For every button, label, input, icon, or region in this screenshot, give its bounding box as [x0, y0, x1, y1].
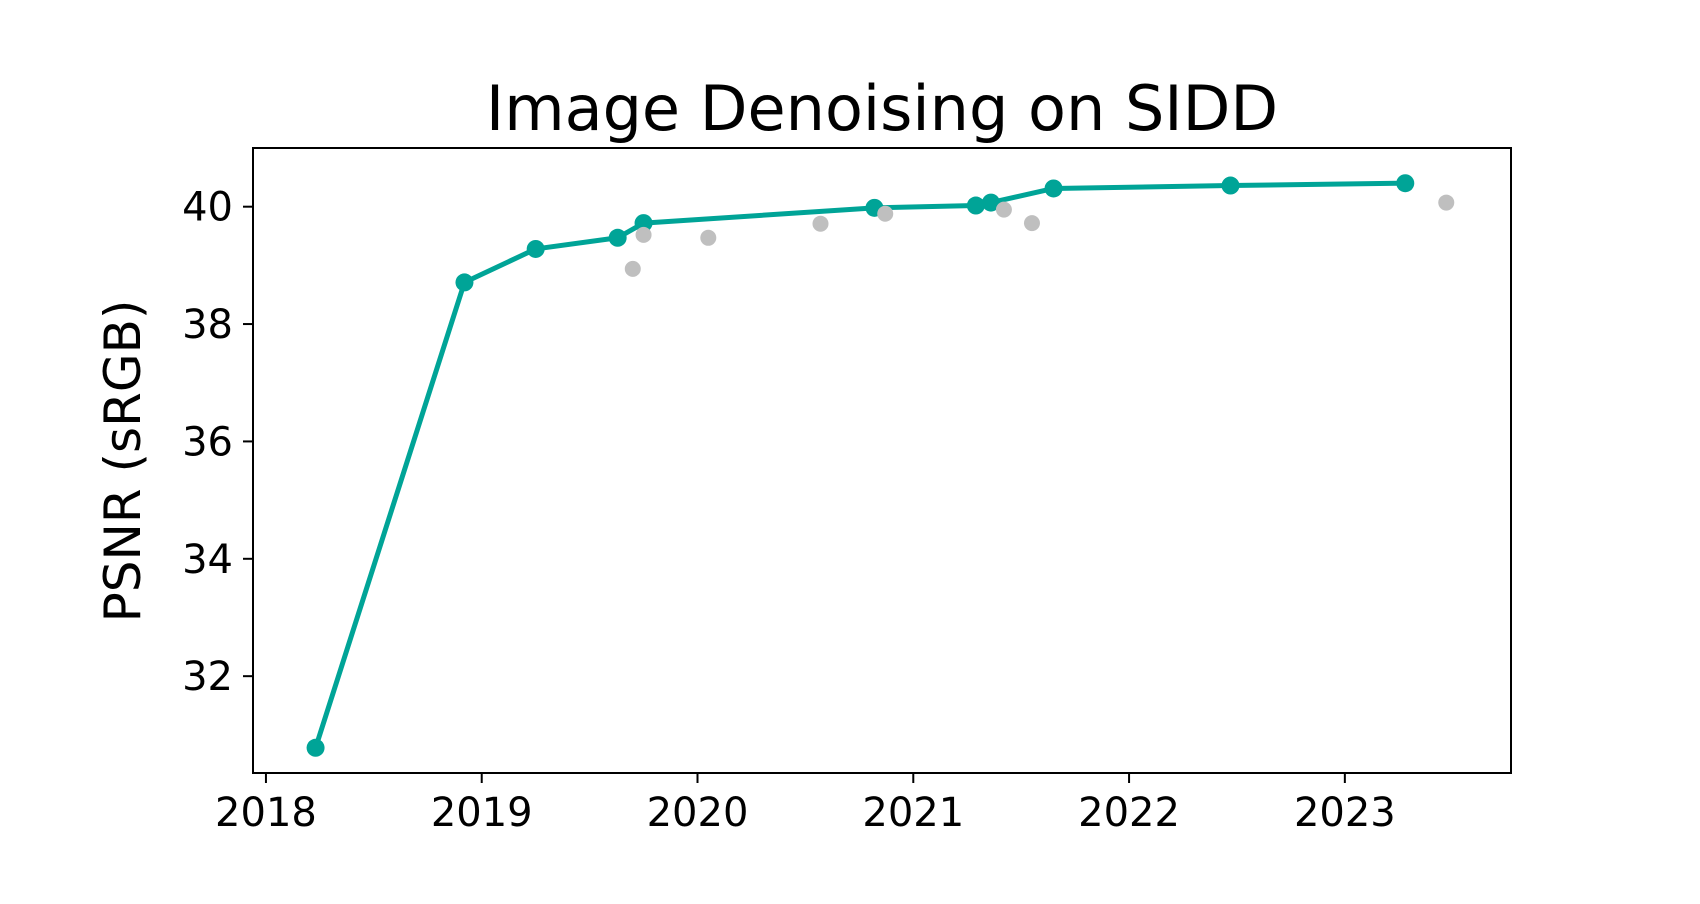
frontier-point [981, 193, 1000, 212]
other-point [877, 205, 894, 222]
frontier-point [1221, 176, 1240, 195]
other-point [635, 226, 652, 243]
series-line-frontier [313, 180, 1408, 751]
chart-title: Image Denoising on SIDD [486, 72, 1278, 145]
y-tick-label: 32 [182, 654, 233, 700]
frontier-point [1044, 179, 1063, 198]
x-tick-label: 2021 [862, 790, 964, 836]
x-tick-label: 2019 [431, 790, 533, 836]
frontier-point [966, 196, 985, 215]
plot-layer: 2018 2019 2020 2021 2022 2023 32 34 36 38 40 [182, 174, 1455, 836]
frontier-point [608, 228, 627, 247]
frontier-point [1396, 174, 1415, 193]
other-point [624, 260, 641, 277]
y-tick-label: 38 [182, 302, 233, 348]
other-point [700, 229, 717, 246]
y-axis-label: PSNR (sRGB) [94, 300, 152, 623]
other-point [812, 215, 829, 232]
frontier-point [526, 239, 545, 258]
frontier-point [634, 214, 653, 233]
frontier-point [455, 273, 474, 292]
other-point [1438, 194, 1455, 211]
x-tick-label: 2023 [1294, 790, 1396, 836]
other-point [995, 201, 1012, 218]
frontier-point [306, 738, 325, 757]
plot-frame [252, 147, 1512, 774]
other-point [1023, 215, 1040, 232]
y-tick-label: 36 [182, 419, 233, 465]
x-tick-label: 2018 [215, 790, 317, 836]
y-tick-label: 34 [182, 537, 233, 583]
y-tick-label: 40 [182, 185, 233, 231]
x-tick-label: 2022 [1078, 790, 1180, 836]
x-tick-label: 2020 [647, 790, 749, 836]
